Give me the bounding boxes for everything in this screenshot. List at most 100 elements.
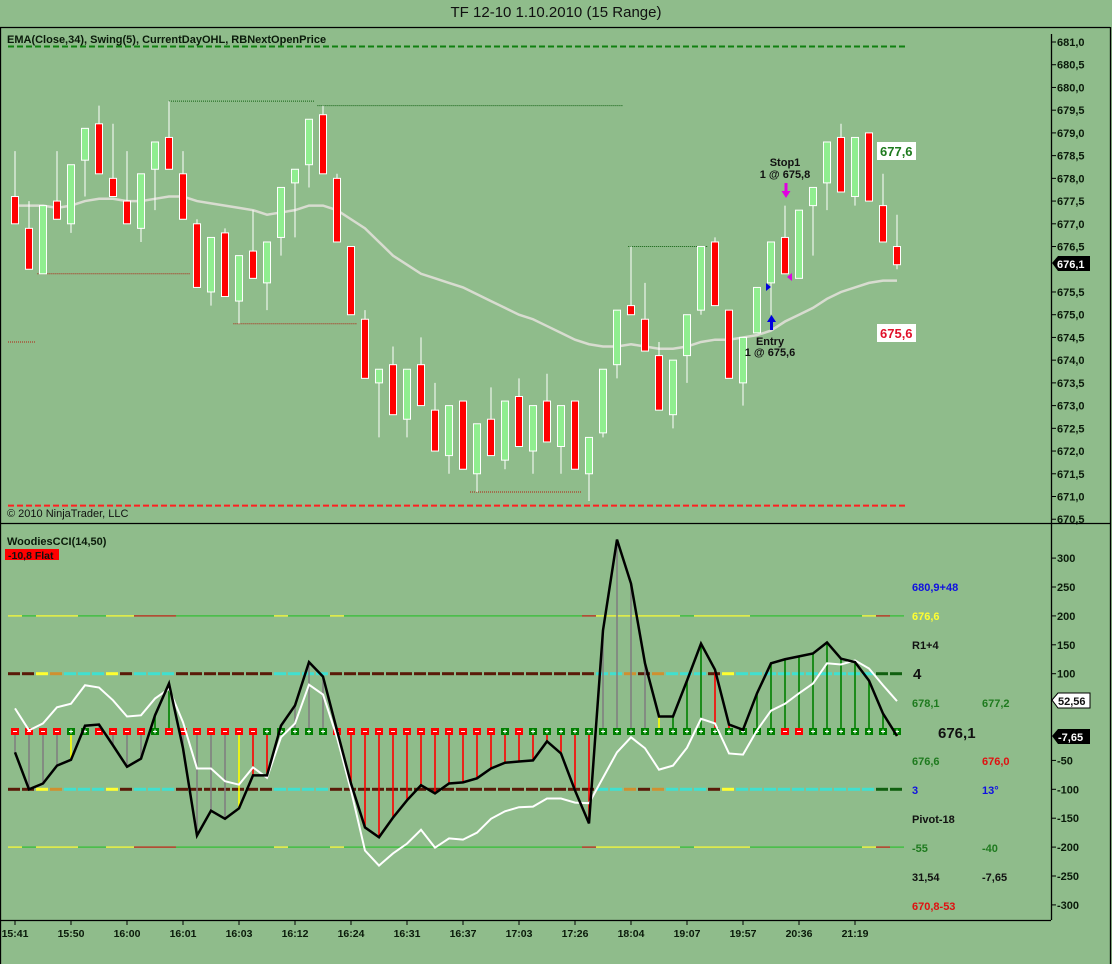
price-tick-label: 678,0 bbox=[1057, 173, 1085, 185]
candle bbox=[599, 368, 607, 438]
candle bbox=[767, 241, 775, 315]
candle-body bbox=[305, 118, 313, 166]
tcci-value-marker: 52,56 bbox=[1051, 692, 1091, 709]
candle bbox=[487, 387, 495, 457]
minus-marker-icon bbox=[249, 728, 257, 735]
candle-body bbox=[781, 236, 789, 275]
entry-arrow-up-icon bbox=[767, 315, 776, 330]
candle bbox=[53, 151, 61, 220]
entry-annotation-title: Entry bbox=[756, 336, 785, 348]
candle bbox=[25, 201, 33, 270]
candle bbox=[193, 219, 201, 288]
minus-marker-icon bbox=[109, 728, 117, 735]
plus-marker-icon bbox=[613, 728, 621, 735]
candle-body bbox=[837, 136, 845, 193]
candle-body bbox=[417, 364, 425, 407]
plus-marker-icon bbox=[767, 728, 775, 735]
minus-marker-icon bbox=[361, 728, 369, 735]
cci-tick-label: -50 bbox=[1057, 755, 1073, 767]
price-tick-label: 670,5 bbox=[1057, 514, 1085, 526]
minus-marker-icon bbox=[137, 728, 145, 735]
candle-body bbox=[725, 309, 733, 379]
candle bbox=[95, 105, 103, 175]
candle-body bbox=[473, 423, 481, 475]
chart-title: TF 12-10 1.10.2010 (15 Range) bbox=[450, 4, 662, 21]
plus-marker-icon bbox=[571, 728, 579, 735]
cci-panel[interactable]: 300 250 200 150 100 -50 -100 -150 -200 -250 -300 bbox=[8, 539, 1079, 912]
price-tick-label: 679,5 bbox=[1057, 105, 1085, 117]
candle-body bbox=[403, 368, 411, 420]
price-tick-label: 672,5 bbox=[1057, 423, 1085, 435]
time-tick-label: 16:31 bbox=[394, 928, 421, 940]
candle bbox=[627, 246, 635, 316]
stop-annotation[interactable]: Stop1 1 @ 675,8 bbox=[760, 157, 810, 281]
stop-annotation-title: Stop1 bbox=[770, 157, 801, 169]
time-tick-label: 19:07 bbox=[674, 928, 701, 940]
price-tick-label: 681,0 bbox=[1057, 37, 1085, 49]
candle bbox=[879, 173, 887, 243]
candle bbox=[81, 127, 89, 197]
minus-marker-icon bbox=[473, 728, 481, 735]
candle bbox=[347, 246, 355, 316]
minus-marker-icon bbox=[459, 728, 467, 735]
plus-marker-icon bbox=[725, 728, 733, 735]
price-tick-label: 674,0 bbox=[1057, 355, 1085, 367]
candle-body bbox=[389, 364, 397, 416]
candle-body bbox=[767, 241, 775, 284]
cci-marker-text: -7,65 bbox=[1058, 732, 1083, 744]
time-tick-label: 15:50 bbox=[58, 928, 85, 940]
candle-body bbox=[795, 209, 803, 279]
candle-body bbox=[11, 196, 19, 225]
stop-fill-triangle-icon bbox=[787, 273, 792, 281]
candle-body bbox=[333, 177, 341, 243]
candle bbox=[781, 205, 789, 275]
side-info-r12: 670,8-53 bbox=[912, 901, 955, 913]
minus-marker-icon bbox=[165, 728, 173, 735]
current-price-marker-bg bbox=[1052, 256, 1090, 271]
minus-marker-icon bbox=[487, 728, 495, 735]
candle-body bbox=[711, 241, 719, 307]
x-axis: 15:41 15:50 16:00 16:01 16:03 16:12 16:24 16:31… bbox=[2, 920, 869, 940]
time-tick-label: 16:03 bbox=[226, 928, 253, 940]
candle bbox=[711, 237, 719, 307]
candle-body bbox=[165, 136, 173, 170]
side-info-r7a: 676,6 bbox=[912, 756, 940, 768]
candle-body bbox=[347, 246, 355, 316]
minus-marker-icon bbox=[403, 728, 411, 735]
candle-body bbox=[655, 355, 663, 411]
candle bbox=[109, 123, 117, 198]
candle-body bbox=[319, 114, 327, 175]
plus-marker-icon bbox=[151, 728, 159, 735]
entry-annotation[interactable]: Entry 1 @ 675,6 bbox=[745, 283, 795, 359]
candle bbox=[725, 309, 733, 379]
candle-body bbox=[669, 359, 677, 416]
price-tick-label: 673,5 bbox=[1057, 378, 1085, 390]
plus-marker-icon bbox=[599, 728, 607, 735]
time-tick-label: 18:04 bbox=[618, 928, 645, 940]
candle bbox=[333, 173, 341, 243]
plus-marker-icon bbox=[67, 728, 75, 735]
cci-tick-label: -200 bbox=[1057, 842, 1079, 854]
candle bbox=[67, 164, 75, 233]
side-info-r11b: -7,65 bbox=[982, 872, 1007, 884]
candle-body bbox=[501, 400, 509, 461]
side-info-r7b: 676,0 bbox=[982, 756, 1010, 768]
minus-marker-icon bbox=[375, 728, 383, 735]
cci-tick-label: -250 bbox=[1057, 871, 1079, 883]
plus-marker-icon bbox=[585, 728, 593, 735]
plus-marker-icon bbox=[865, 728, 873, 735]
candle bbox=[39, 205, 47, 275]
candle bbox=[263, 241, 271, 311]
entry-price-box bbox=[877, 324, 916, 342]
candle bbox=[417, 337, 425, 407]
candle bbox=[697, 246, 705, 315]
candle bbox=[893, 214, 901, 270]
time-tick-label: 19:57 bbox=[730, 928, 757, 940]
candle bbox=[823, 141, 831, 211]
candle-body bbox=[753, 286, 761, 334]
candle bbox=[389, 346, 397, 416]
price-panel[interactable]: 681,0 680,5 680,0 679,5 679,0 678,5 678,0 677,5… bbox=[8, 37, 1085, 526]
candle bbox=[11, 151, 19, 225]
candle bbox=[291, 168, 299, 238]
